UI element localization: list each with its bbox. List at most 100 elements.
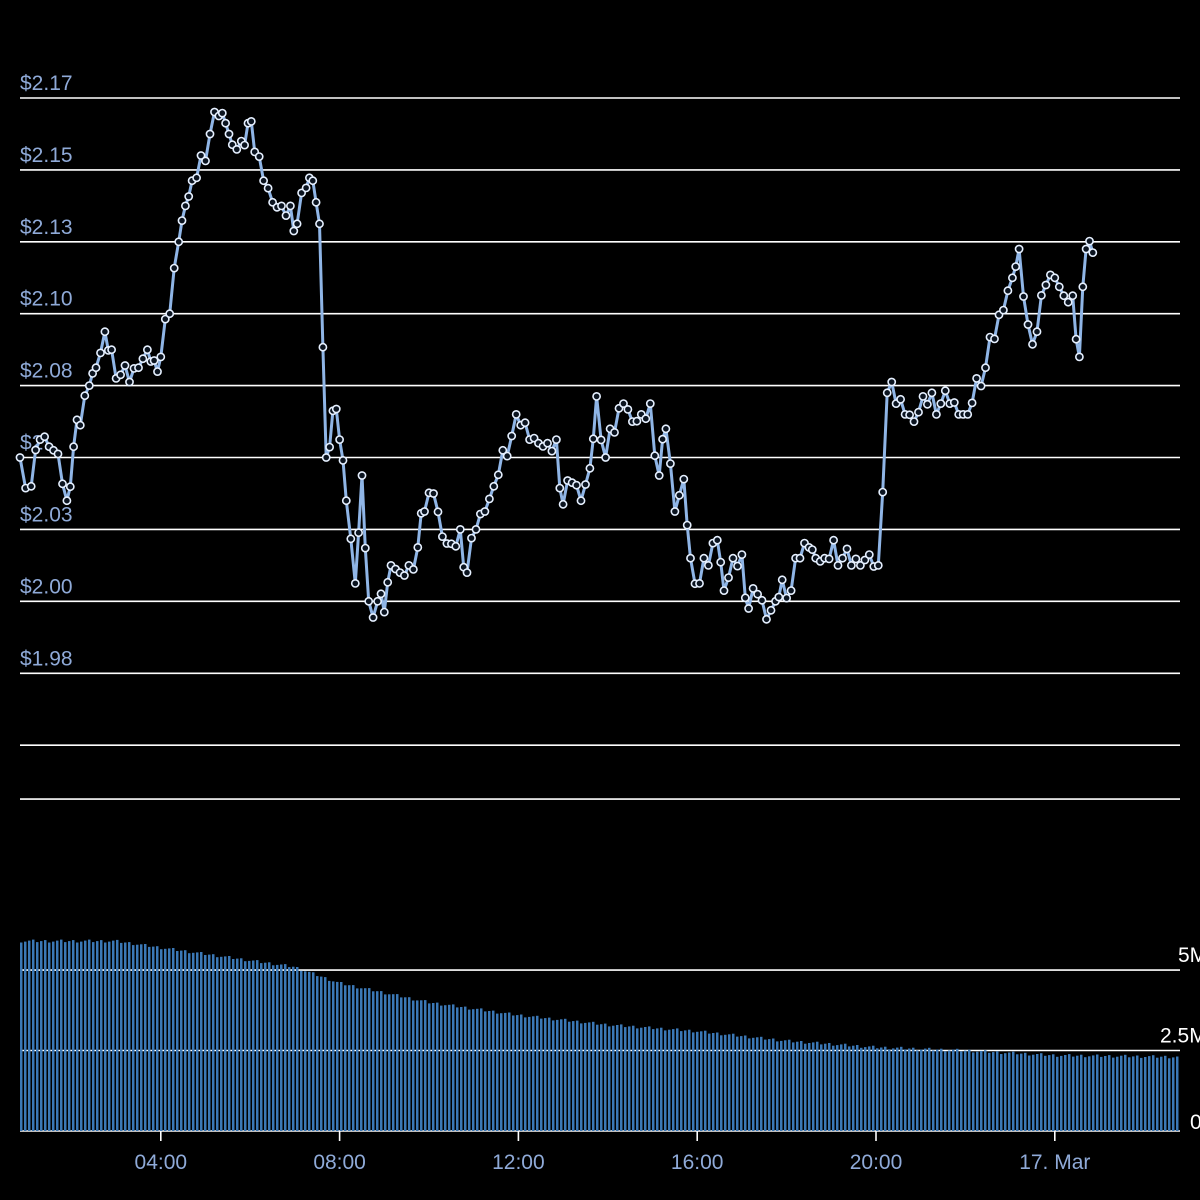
volume-bar <box>1068 1054 1071 1131</box>
price-point <box>318 342 328 352</box>
price-point <box>346 534 356 544</box>
price-point <box>999 305 1008 315</box>
volume-bar <box>76 942 79 1131</box>
volume-bar <box>408 997 411 1131</box>
volume-bar <box>200 952 203 1131</box>
price-point <box>153 367 162 376</box>
volume-bar <box>400 997 403 1131</box>
volume-bar <box>1160 1056 1163 1131</box>
volume-bar <box>472 1009 475 1131</box>
volume-bar <box>792 1042 795 1131</box>
volume-bar <box>676 1028 679 1131</box>
price-point <box>376 589 386 599</box>
volume-bar <box>592 1021 595 1131</box>
volume-bar <box>1008 1052 1011 1131</box>
price-point <box>420 507 429 516</box>
price-point <box>1054 282 1064 292</box>
volume-bar <box>108 941 111 1131</box>
volume-bar <box>1032 1054 1035 1131</box>
volume-bar <box>528 1016 531 1131</box>
price-point <box>58 479 67 489</box>
volume-bar <box>496 1013 499 1131</box>
price-point <box>520 418 530 428</box>
volume-bar <box>632 1025 635 1131</box>
volume-bar <box>584 1022 587 1131</box>
volume-bar <box>104 942 107 1131</box>
price-point <box>408 565 418 574</box>
volume-bar <box>1132 1056 1135 1131</box>
volume-bar <box>252 960 255 1131</box>
volume-bar <box>444 1005 447 1131</box>
price-point <box>795 553 805 563</box>
volume-bar <box>288 967 291 1131</box>
volume-bar <box>708 1033 711 1131</box>
volume-bar <box>544 1018 547 1131</box>
price-point <box>15 453 25 462</box>
volume-bar <box>644 1027 647 1131</box>
volume-bar <box>20 942 23 1131</box>
price-gridlines <box>20 97 1180 800</box>
price-point <box>833 561 843 570</box>
volume-bar <box>140 944 143 1131</box>
price-point <box>285 201 295 211</box>
price-point <box>753 589 762 599</box>
volume-bar <box>500 1013 503 1131</box>
price-point <box>949 398 959 407</box>
price-point <box>53 449 63 459</box>
volume-bar <box>368 988 371 1131</box>
volume-bar <box>756 1037 759 1131</box>
volume-bar <box>664 1030 667 1131</box>
volume-bar <box>896 1047 899 1131</box>
price-point <box>856 561 865 570</box>
price-point <box>335 435 344 444</box>
price-point <box>263 183 273 193</box>
price-point <box>704 561 713 570</box>
price-point <box>543 438 552 448</box>
volume-bar <box>316 976 319 1131</box>
price-point <box>699 553 709 563</box>
volume-bar <box>60 939 63 1131</box>
volume-bar <box>848 1046 851 1131</box>
volume-bar <box>1076 1055 1079 1131</box>
volume-bar <box>1124 1054 1127 1131</box>
price-point <box>878 487 888 497</box>
price-point <box>1085 236 1094 246</box>
price-point <box>467 533 476 543</box>
volume-bar <box>80 941 83 1131</box>
price-tick-label: $2.03 <box>20 503 73 526</box>
volume-bar <box>560 1019 563 1131</box>
volume-bar <box>588 1022 591 1131</box>
volume-bar <box>936 1049 939 1131</box>
price-point <box>455 525 465 534</box>
volume-bar <box>832 1045 835 1131</box>
volume-bars <box>20 939 1179 1131</box>
price-point <box>661 424 671 434</box>
volume-bar <box>1056 1056 1059 1131</box>
volume-bar <box>340 982 343 1131</box>
volume-bar <box>1040 1053 1043 1131</box>
volume-bar <box>280 964 283 1131</box>
volume-bar <box>736 1036 739 1131</box>
volume-bar <box>828 1043 831 1131</box>
volume-bar <box>636 1028 639 1131</box>
price-point <box>480 507 490 516</box>
volume-bar <box>536 1015 539 1131</box>
price-point <box>507 431 517 441</box>
volume-bar <box>356 988 359 1131</box>
volume-bar <box>36 942 39 1131</box>
volume-bar <box>836 1045 839 1131</box>
volume-bar <box>484 1011 487 1131</box>
volume-bar <box>620 1024 623 1131</box>
price-point <box>632 416 642 426</box>
price-point <box>221 118 230 128</box>
volume-bar <box>264 962 267 1131</box>
volume-bar <box>136 944 139 1131</box>
price-point <box>674 490 684 500</box>
volume-bar <box>808 1043 811 1131</box>
price-point <box>277 201 286 211</box>
volume-bar <box>1164 1055 1167 1131</box>
volume-bar <box>956 1048 959 1131</box>
volume-tick-label: 5M <box>1178 944 1200 967</box>
volume-bar <box>1112 1057 1115 1131</box>
price-point <box>91 363 101 373</box>
